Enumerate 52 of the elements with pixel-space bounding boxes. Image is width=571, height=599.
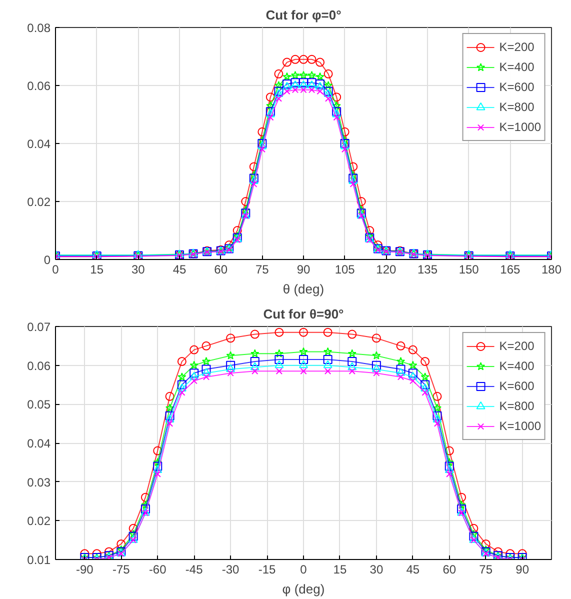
x-tick-label: 45 — [406, 562, 420, 576]
y-tick-label: 0.06 — [27, 79, 51, 93]
x-tick-label: 165 — [500, 262, 521, 276]
x-tick-label: 120 — [376, 262, 397, 276]
x-tick-label: -75 — [112, 562, 130, 576]
legend-label: K=200 — [499, 40, 534, 54]
y-tick-label: 0.05 — [27, 398, 51, 412]
x-tick-label: 60 — [442, 562, 456, 576]
x-axis-title: φ (deg) — [282, 582, 325, 596]
chart-title: Cut for θ=90° — [263, 306, 344, 322]
x-tick-label: -60 — [148, 562, 167, 576]
y-tick-label: 0.02 — [27, 195, 51, 209]
x-axis-title: θ (deg) — [282, 282, 324, 296]
legend-label: K=600 — [499, 379, 534, 393]
x-tick-label: 0 — [52, 262, 60, 276]
x-tick-label: 90 — [296, 262, 310, 276]
x-tick-label: 15 — [90, 262, 104, 276]
y-tick-label: 0.02 — [27, 514, 51, 528]
chart-title: Cut for φ=0° — [266, 8, 342, 22]
x-tick-label: 15 — [333, 562, 347, 576]
legend-label: K=1000 — [499, 419, 541, 433]
x-tick-label: 75 — [255, 262, 270, 276]
x-tick-label: 105 — [334, 262, 356, 276]
y-tick-label: 0.03 — [27, 475, 51, 490]
x-tick-label: 135 — [417, 262, 438, 276]
y-tick-label: 0 — [44, 253, 51, 267]
legend-label: K=400 — [499, 60, 534, 74]
x-tick-label: -15 — [258, 562, 276, 576]
x-tick-label: 30 — [131, 262, 146, 276]
x-tick-label: 75 — [479, 562, 493, 576]
x-tick-label: 0 — [300, 562, 308, 576]
x-tick-label: -30 — [222, 562, 240, 576]
x-tick-label: 45 — [172, 262, 186, 276]
legend-label: K=400 — [499, 359, 534, 373]
legend-label: K=800 — [499, 399, 534, 413]
x-tick-label: 60 — [214, 262, 228, 276]
x-tick-label: -45 — [185, 562, 204, 576]
y-tick-label: 0.04 — [27, 137, 51, 151]
legend-label: K=600 — [499, 80, 534, 94]
y-tick-label: 0.04 — [27, 436, 51, 450]
legend-label: K=200 — [499, 339, 534, 353]
x-tick-label: 150 — [458, 262, 480, 276]
y-tick-label: 0.07 — [27, 320, 51, 334]
y-tick-label: 0.06 — [27, 358, 51, 373]
x-tick-label: 180 — [541, 262, 562, 276]
y-tick-label: 0.08 — [27, 21, 51, 35]
x-tick-label: 90 — [516, 562, 530, 576]
y-tick-label: 0.01 — [27, 553, 51, 567]
x-tick-label: 30 — [370, 562, 384, 576]
legend-label: K=800 — [499, 100, 534, 114]
legend-label: K=1000 — [499, 120, 541, 134]
x-tick-label: -90 — [76, 562, 94, 576]
